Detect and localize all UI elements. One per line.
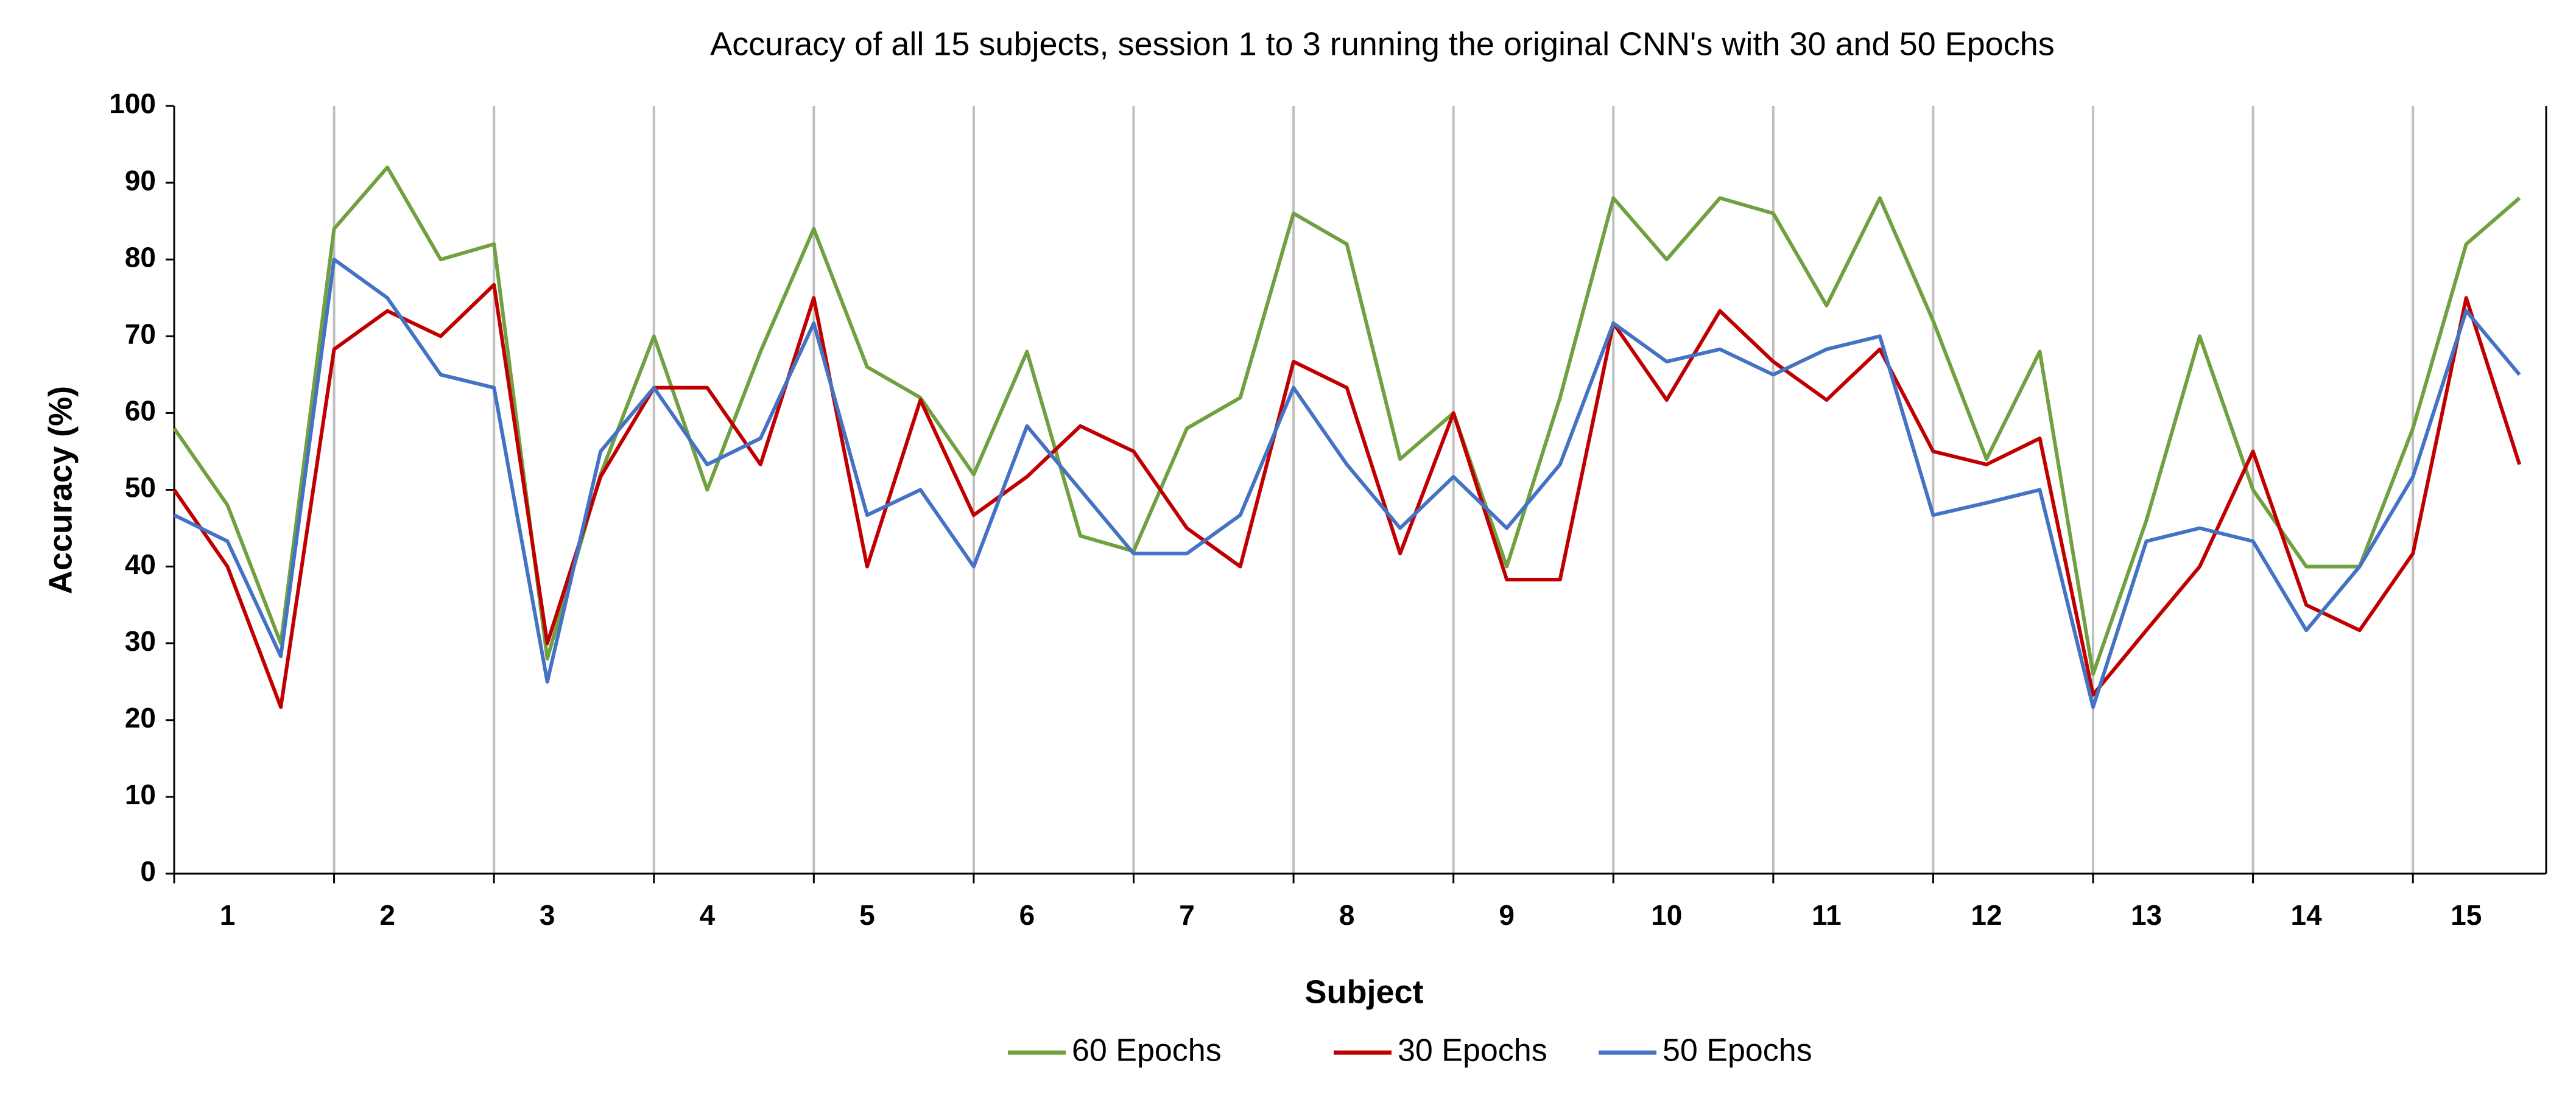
x-tick-label: 14 — [2291, 899, 2323, 931]
y-tick-label: 10 — [125, 779, 156, 810]
series-line — [172, 282, 2522, 709]
x-tick-label: 12 — [1971, 899, 2002, 931]
y-tick-label: 0 — [140, 855, 156, 887]
y-tick-label: 60 — [125, 395, 156, 427]
y-tick-label: 20 — [125, 702, 156, 734]
x-tick-label: 13 — [2131, 899, 2162, 931]
series-line — [173, 258, 2521, 709]
x-tick-label: 10 — [1651, 899, 1682, 931]
x-tick-label: 2 — [379, 899, 395, 931]
legend-label: 50 Epochs — [1663, 1033, 1812, 1068]
y-tick-label: 30 — [125, 625, 156, 657]
x-tick-label: 3 — [540, 899, 555, 931]
series-line — [172, 165, 2521, 676]
legend-label: 30 Epochs — [1398, 1033, 1547, 1068]
x-tick-label: 11 — [1812, 899, 1842, 931]
x-tick-label: 8 — [1339, 899, 1355, 931]
y-tick-label: 50 — [125, 472, 156, 503]
y-tick-label: 80 — [125, 241, 156, 273]
x-tick-label: 5 — [859, 899, 875, 931]
legend-label: 60 Epochs — [1072, 1033, 1222, 1068]
x-axis-label: Subject — [1304, 973, 1423, 1010]
y-tick-label: 70 — [125, 318, 156, 349]
y-tick-label: 40 — [125, 549, 156, 580]
x-tick-label: 15 — [2451, 899, 2482, 931]
y-axis-label: Accuracy (%) — [42, 386, 79, 594]
x-tick-label: 7 — [1179, 899, 1195, 931]
y-tick-label: 90 — [125, 164, 156, 196]
x-tick-label: 4 — [699, 899, 715, 931]
y-tick-label: 100 — [109, 88, 156, 119]
x-tick-label: 1 — [220, 899, 236, 931]
x-tick-label: 9 — [1499, 899, 1515, 931]
x-tick-label: 6 — [1019, 899, 1035, 931]
chart-title: Accuracy of all 15 subjects, session 1 t… — [710, 26, 2055, 62]
